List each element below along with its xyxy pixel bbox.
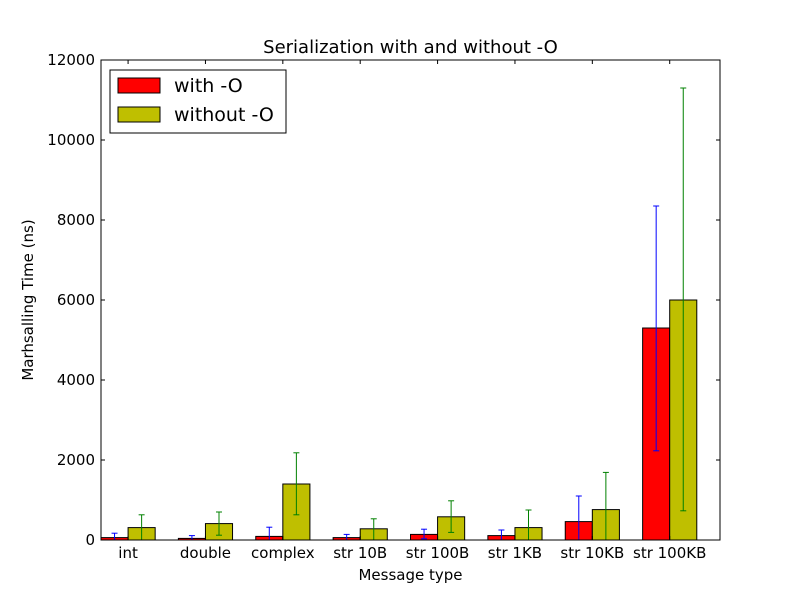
x-tick-label: str 10KB [560,544,624,562]
error-bar-without-o-6 [602,471,609,540]
legend-label: without -O [174,104,274,126]
error-bar-with-o-1 [188,535,195,540]
legend-swatch [117,77,161,94]
x-tick-label: str 100KB [633,544,706,562]
y-tick-label: 12000 [47,51,95,69]
y-tick-label: 0 [85,531,95,549]
error-bar-with-o-0 [111,532,118,540]
error-bar-without-o-0 [138,514,145,540]
chart-title: Serialization with and without -O [263,37,558,58]
error-bar-with-o-4 [421,528,428,540]
error-bar-without-o-7 [680,87,687,512]
x-tick-label: str 1KB [488,544,542,562]
error-bar-without-o-3 [370,518,377,540]
error-bar-with-o-7 [653,205,660,452]
error-bar-with-o-2 [266,526,273,540]
x-tick-label: double [180,544,231,562]
error-bar-without-o-4 [448,500,455,533]
x-axis-label: Message type [358,566,462,584]
error-bar-with-o-6 [575,495,582,540]
x-tick-label: str 10B [333,544,387,562]
y-tick-label: 2000 [57,451,95,469]
error-bar-with-o-3 [343,533,350,540]
y-tick-label: 4000 [57,371,95,389]
legend-swatch [117,106,161,123]
legend: with -O without -O [109,69,287,134]
error-bar-with-o-5 [498,529,505,540]
y-tick-label: 10000 [47,131,95,149]
error-bar-without-o-5 [525,509,532,540]
x-tick-label: int [118,544,138,562]
x-tick-label: str 100B [406,544,470,562]
y-tick-label: 6000 [57,291,95,309]
x-tick-label: complex [251,544,315,562]
error-bar-without-o-2 [293,452,300,516]
legend-label: with -O [174,75,243,97]
y-axis-label: Marhsalling Time (ns) [19,219,37,380]
error-bar-without-o-1 [215,511,222,536]
y-tick-label: 8000 [57,211,95,229]
